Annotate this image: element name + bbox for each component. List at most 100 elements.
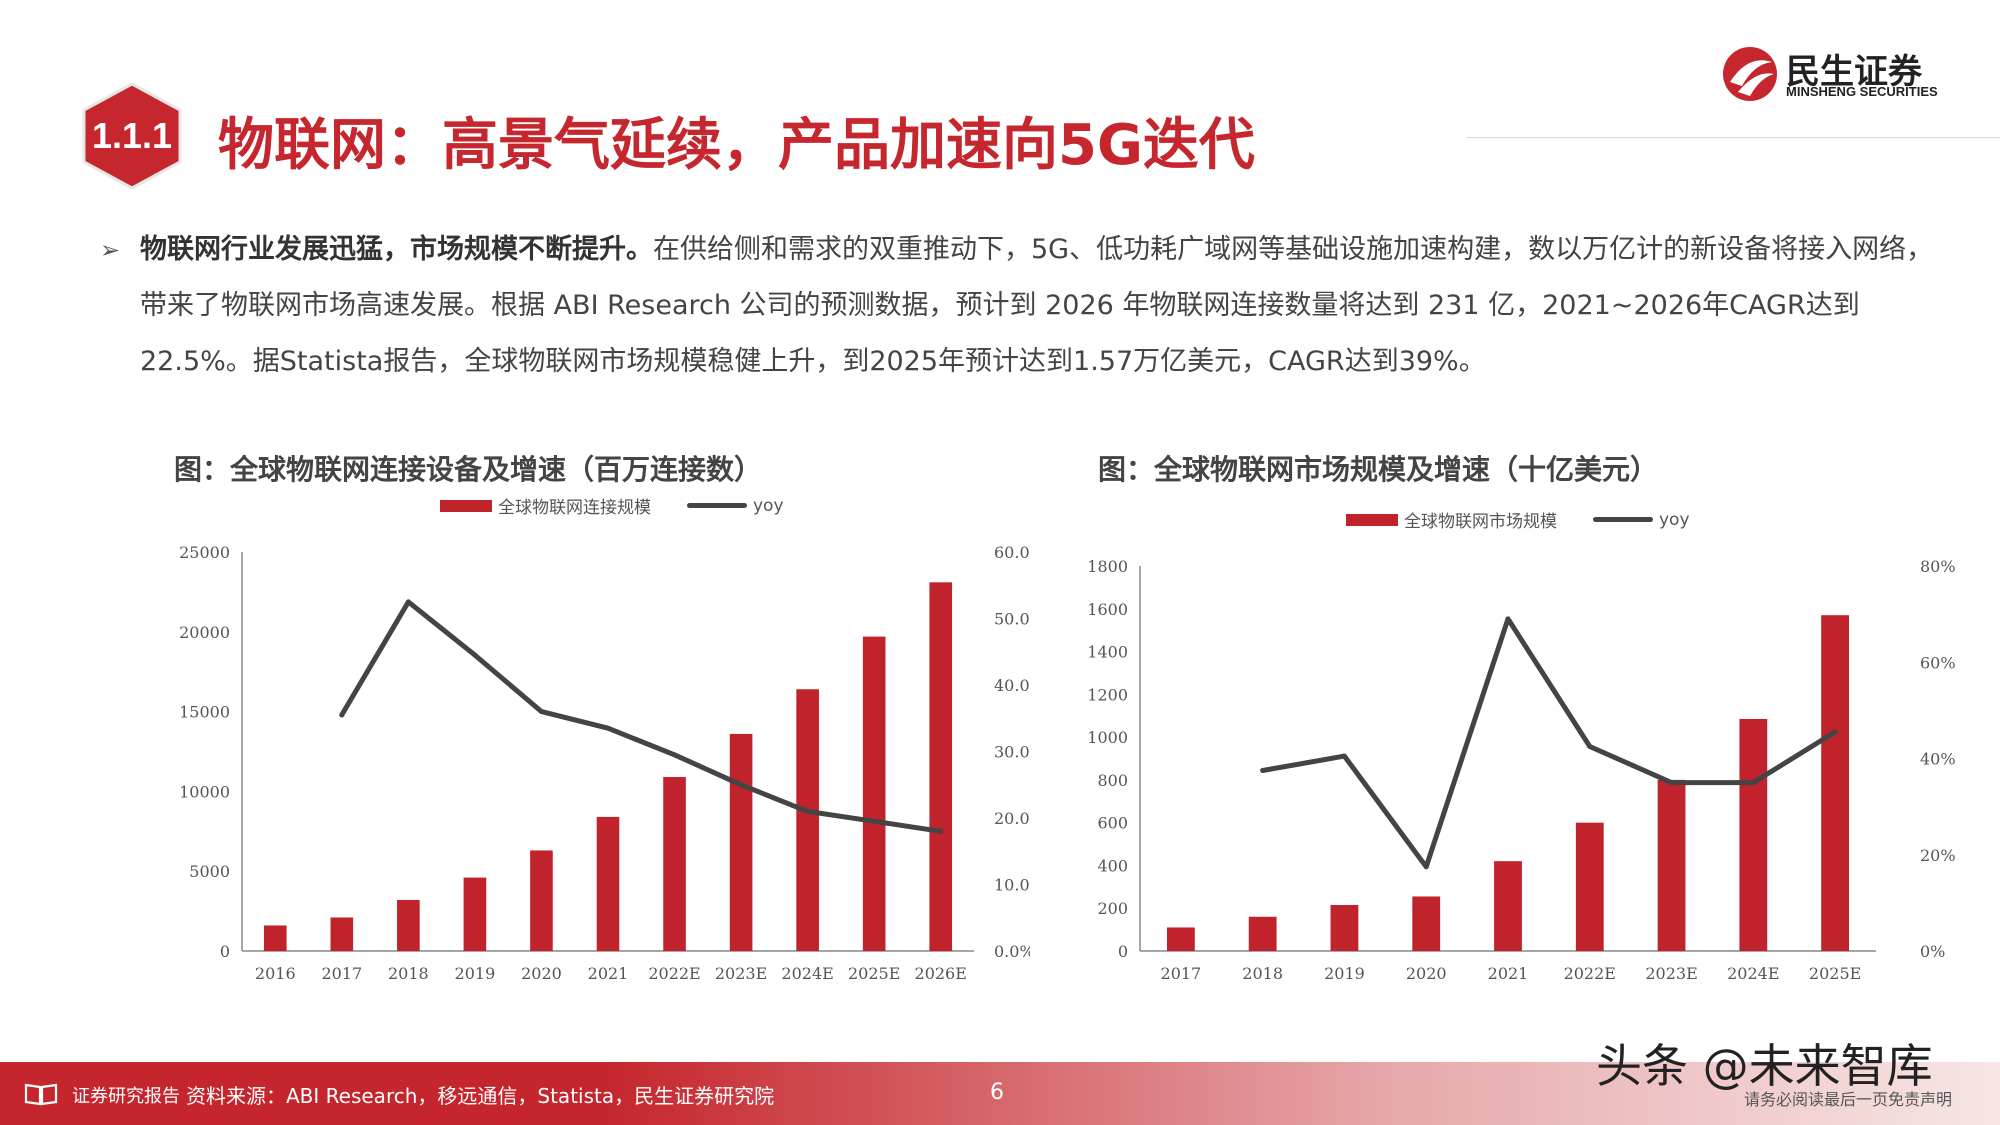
section-badge-shape [82, 82, 182, 190]
left-tick-label: 1200 [1087, 685, 1128, 704]
summary-paragraph: ➢ 物联网行业发展迅猛，市场规模不断提升。在供给侧和需求的双重推动下，5G、低功… [100, 222, 1940, 390]
chart1-legend-line: yoy [753, 495, 784, 516]
legend-line-swatch [1593, 517, 1653, 522]
book-icon [24, 1083, 58, 1106]
x-tick-label: 2020 [521, 964, 562, 983]
chart2-yoy-point-2022E [1587, 743, 1593, 749]
right-tick-label: 0.0% [994, 942, 1030, 961]
x-tick-label: 2018 [1242, 964, 1283, 983]
section-badge: 1.1.1 [76, 80, 188, 192]
x-tick-label: 2022E [648, 964, 700, 983]
logo-cn: 民生证券 [1786, 52, 1922, 92]
chart1-legend-bar: 全球物联网连接规模 [498, 498, 651, 518]
footer-report-label: 证券研究报告 [72, 1086, 180, 1107]
footer-source: 资料来源：ABI Research，移远通信，Statista，民生证券研究院 [186, 1084, 775, 1108]
chart1-yoy-point-2019 [472, 652, 478, 658]
chart2-plot: 0 200 400 600 800 1000 1200 1400 1600 1800 0% 20% 40… [1087, 557, 1956, 983]
summary-body: 在供给侧和需求的双重推动下，5G、低功耗广域网等基础设施加速构建，数以万亿计的新… [140, 234, 1934, 377]
legend-line-swatch [687, 503, 747, 508]
right-tick-label: 30.0% [994, 743, 1030, 762]
right-tick-label: 60% [1920, 653, 1956, 672]
right-tick-label: 50.0% [994, 610, 1030, 629]
section-number: 1.1.1 [91, 115, 173, 156]
chart2-legend: 全球物联网市场规模 yoy [1346, 507, 1690, 532]
chart1-yoy-point-2023E [738, 782, 744, 788]
x-tick-label: 2026E [915, 964, 967, 983]
header-divider [1466, 137, 2000, 138]
x-tick-label: 2025E [848, 964, 900, 983]
chart1-yoy-point-2017 [339, 712, 345, 718]
right-tick-label: 80% [1920, 557, 1956, 576]
x-tick-label: 2024E [781, 964, 833, 983]
chart2-legend-bar: 全球物联网市场规模 [1404, 512, 1557, 532]
legend-bar-swatch [440, 499, 492, 512]
left-tick-label: 20000 [179, 623, 230, 642]
left-tick-label: 0 [1118, 942, 1128, 961]
chart2-bar-2023E [1657, 779, 1686, 951]
chart2-bar-2025E [1821, 615, 1850, 951]
chart1-yoy-point-2022E [672, 752, 678, 758]
chart1-bar-2017 [330, 917, 354, 951]
chart2-yoy-point-2021 [1505, 616, 1511, 622]
chart2-title: 图：全球物联网市场规模及增速（十亿美元） [1098, 453, 1659, 486]
left-tick-label: 1400 [1087, 643, 1128, 662]
chart1-bar-2020 [530, 850, 553, 951]
watermark: 头条 @未来智库 [1596, 1039, 1933, 1093]
chart2-yoy-point-2020 [1423, 864, 1429, 870]
chart1-bar-2018 [397, 899, 420, 951]
left-tick-label: 200 [1097, 899, 1128, 918]
chart2-bar-2018 [1248, 916, 1277, 951]
x-tick-label: 2024E [1727, 964, 1779, 983]
chart1-bar-2026E [929, 582, 953, 951]
right-tick-label: 40.0% [994, 676, 1030, 695]
chart1-bar-2021 [596, 816, 620, 951]
left-tick-label: 400 [1097, 856, 1128, 875]
x-tick-label: 2016 [255, 964, 296, 983]
x-tick-label: 2022E [1564, 964, 1616, 983]
chart1-bar-2025E [862, 636, 886, 951]
chart2-legend-line: yoy [1659, 509, 1690, 530]
chart1-bar-2023E [729, 733, 753, 951]
page-number: 6 [990, 1080, 1004, 1105]
left-tick-label: 800 [1097, 771, 1128, 790]
x-tick-label: 2021 [588, 964, 629, 983]
chart2-yoy-point-2024E [1750, 780, 1756, 786]
right-tick-label: 60.0% [994, 543, 1030, 562]
chart2-bar-2017 [1166, 927, 1195, 951]
left-tick-label: 10000 [179, 782, 230, 801]
chart2-yoy-line [1260, 616, 1838, 870]
x-tick-label: 2021 [1488, 964, 1529, 983]
chart1-yoy-point-2018 [405, 599, 411, 605]
chart2-yoy-point-2023E [1669, 780, 1675, 786]
left-tick-label: 25000 [179, 543, 230, 562]
chart1-legend: 全球物联网连接规模 yoy [440, 493, 784, 518]
left-tick-label: 1800 [1087, 557, 1128, 576]
legend-bar-swatch [1346, 513, 1398, 526]
logo-en: MINSHENG SECURITIES [1786, 84, 1938, 99]
chart2-yoy-point-2025E [1832, 729, 1838, 735]
x-tick-label: 2019 [1324, 964, 1365, 983]
x-tick-label: 2019 [455, 964, 496, 983]
bullet-arrow-icon: ➢ [100, 236, 121, 264]
chart1-yoy-line [339, 599, 944, 834]
x-tick-label: 2017 [321, 964, 362, 983]
left-tick-label: 0 [220, 942, 230, 961]
right-tick-label: 20.0% [994, 809, 1030, 828]
x-tick-label: 2018 [388, 964, 429, 983]
right-tick-label: 40% [1920, 750, 1956, 769]
x-tick-label: 2025E [1809, 964, 1861, 983]
left-tick-label: 15000 [179, 703, 230, 722]
left-tick-label: 600 [1097, 814, 1128, 833]
chart1-yoy-point-2024E [805, 808, 811, 814]
x-tick-label: 2017 [1161, 964, 1202, 983]
summary-lead: 物联网行业发展迅猛，市场规模不断提升。 [140, 234, 653, 265]
chart1-yoy-point-2021 [605, 725, 611, 731]
x-tick-label: 2020 [1406, 964, 1447, 983]
chart1-bar-2024E [796, 689, 819, 951]
right-tick-label: 0% [1920, 942, 1945, 961]
chart2-bar-2019 [1330, 905, 1359, 951]
x-tick-label: 2023E [1645, 964, 1697, 983]
chart1-yoy-point-2025E [871, 818, 877, 824]
chart2-bar-2021 [1494, 861, 1522, 951]
chart1-yoy-point-2026E [938, 828, 944, 834]
